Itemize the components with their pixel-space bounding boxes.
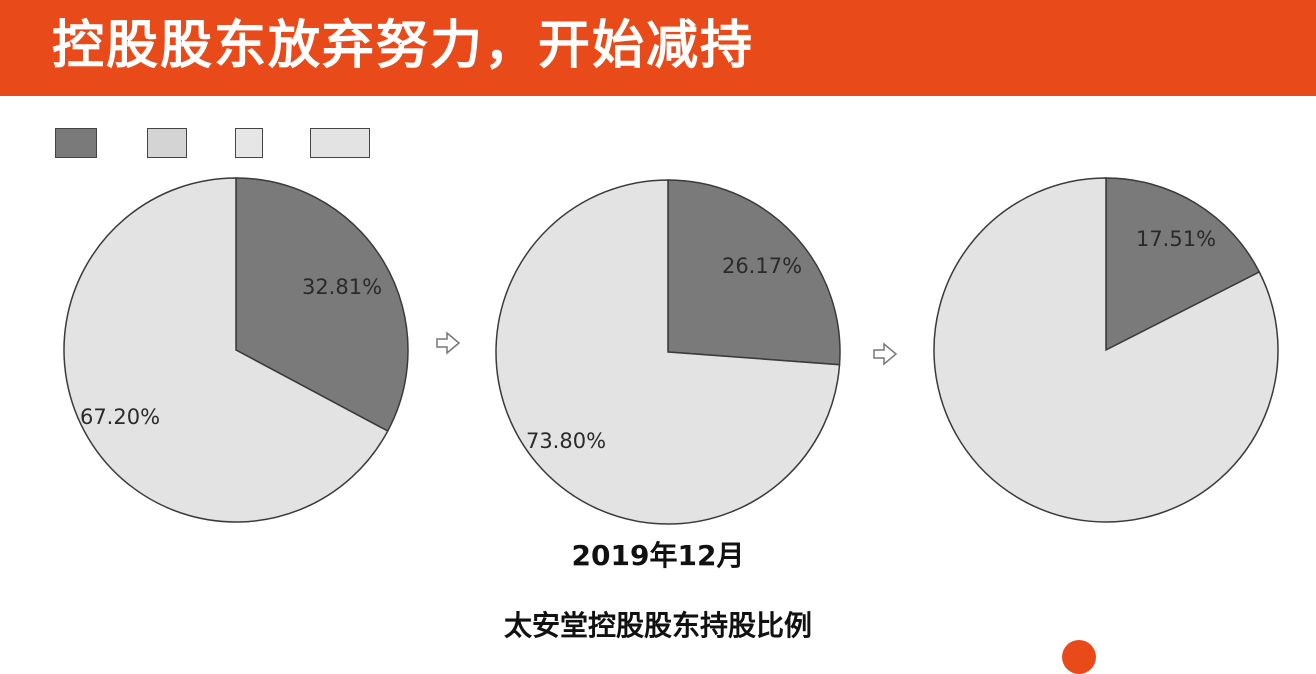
arrow-right-icon bbox=[873, 342, 898, 366]
pie-chart: 17.51% bbox=[933, 177, 1279, 523]
slice-label: 26.17% bbox=[722, 254, 802, 278]
legend-swatch bbox=[55, 128, 97, 158]
page-title: 控股股东放弃努力，开始减持 bbox=[52, 16, 755, 76]
pie-slice bbox=[235, 177, 409, 433]
arrow-right-icon bbox=[436, 331, 461, 355]
pie-slice bbox=[495, 179, 841, 525]
title-banner: 控股股东放弃努力，开始减持 bbox=[0, 0, 1316, 96]
legend-swatch bbox=[235, 128, 263, 158]
pie-charts: 32.81% 67.20% 26.17% 73.80% 17.51% bbox=[63, 177, 1279, 525]
pie-slice bbox=[667, 179, 841, 366]
pie-slice bbox=[933, 177, 1279, 523]
slice-label: 67.20% bbox=[80, 405, 160, 429]
pie-slice bbox=[63, 177, 389, 523]
slice-label: 73.80% bbox=[526, 429, 606, 453]
corner-dot bbox=[1062, 640, 1096, 674]
legend-swatch bbox=[147, 128, 187, 158]
pie-slice bbox=[1105, 177, 1261, 352]
chart-date: 2019年12月 bbox=[571, 539, 745, 572]
pie-chart: 32.81% 67.20% bbox=[63, 177, 409, 523]
arrow-shape bbox=[436, 331, 461, 355]
chart-title: 太安堂控股股东持股比例 bbox=[503, 609, 812, 642]
arrow-shape bbox=[873, 342, 898, 366]
pie-chart: 26.17% 73.80% bbox=[495, 179, 841, 525]
slice-label: 32.81% bbox=[302, 275, 382, 299]
legend-swatch bbox=[310, 128, 370, 158]
slice-label: 17.51% bbox=[1136, 227, 1216, 251]
